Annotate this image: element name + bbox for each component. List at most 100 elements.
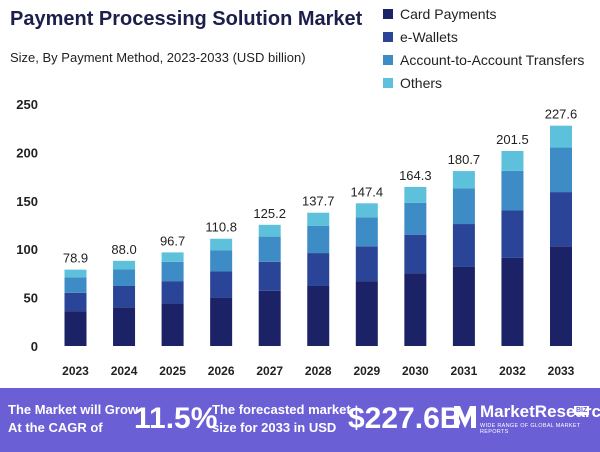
bar-segment bbox=[307, 225, 330, 254]
chart-title: Payment Processing Solution Market bbox=[10, 8, 363, 30]
bar-segment bbox=[452, 188, 475, 225]
bar-segment bbox=[307, 253, 330, 286]
chart-subtitle: Size, By Payment Method, 2023-2033 (USD … bbox=[10, 50, 306, 65]
x-tick-label: 2032 bbox=[499, 364, 526, 378]
brand-name: MarketResearch bbox=[480, 402, 600, 421]
bar-total-label: 88.0 bbox=[111, 242, 136, 257]
bar-total-label: 227.6 bbox=[545, 107, 578, 122]
bar-segment bbox=[161, 281, 184, 304]
x-tick-label: 2028 bbox=[305, 364, 332, 378]
bar-segment bbox=[550, 125, 572, 148]
bar-total-label: 180.7 bbox=[448, 152, 481, 167]
bar-segment bbox=[258, 290, 281, 346]
x-tick-label: 2027 bbox=[256, 364, 283, 378]
bar-segment bbox=[550, 147, 572, 193]
bar-segment bbox=[404, 234, 427, 274]
x-tick-label: 2023 bbox=[62, 364, 89, 378]
legend-label: Account-to-Account Transfers bbox=[400, 51, 585, 68]
bar-segment bbox=[258, 236, 281, 262]
bar-segment bbox=[161, 303, 184, 346]
bar-total-label: 125.2 bbox=[253, 206, 286, 221]
legend-swatch bbox=[383, 31, 393, 42]
bar-total-label: 164.3 bbox=[399, 168, 432, 183]
cagr-text-line2: At the CAGR of bbox=[8, 420, 103, 435]
bar-total-label: 147.4 bbox=[351, 184, 384, 199]
brand-tagline: WIDE RANGE OF GLOBAL MARKET REPORTS bbox=[480, 423, 581, 435]
chart-legend: Card Payments e-Wallets Account-to-Account… bbox=[383, 2, 584, 94]
bar-segment bbox=[258, 261, 281, 291]
bar-segment bbox=[501, 150, 524, 171]
bar-segment bbox=[452, 224, 475, 267]
x-tick-label: 2030 bbox=[402, 364, 429, 378]
cagr-value: 11.5% bbox=[134, 402, 218, 435]
legend-item: Account-to-Account Transfers bbox=[383, 48, 584, 71]
bar-segment bbox=[501, 210, 524, 258]
y-tick-label: 250 bbox=[16, 97, 38, 112]
legend-item: Card Payments bbox=[383, 2, 584, 25]
cagr-text-line1: The Market will Grow bbox=[8, 402, 139, 417]
bar-segment bbox=[355, 246, 378, 282]
y-tick-label: 200 bbox=[16, 145, 38, 160]
legend-label: e-Wallets bbox=[400, 28, 458, 45]
bar-segment bbox=[64, 269, 87, 278]
x-tick-label: 2031 bbox=[451, 364, 478, 378]
bar-segment bbox=[307, 285, 330, 346]
bar-total-label: 96.7 bbox=[160, 233, 185, 248]
bar-segment bbox=[210, 271, 233, 298]
bar-segment bbox=[258, 224, 281, 237]
bar-segment bbox=[501, 170, 524, 211]
legend-label: Others bbox=[400, 74, 443, 91]
footer-banner: The Market will Grow At the CAGR of 11.5… bbox=[0, 388, 600, 452]
forecast-value: $227.6B bbox=[348, 402, 462, 435]
x-tick-label: 2024 bbox=[111, 364, 138, 378]
x-tick-label: 2025 bbox=[159, 364, 186, 378]
bar-segment bbox=[161, 252, 184, 262]
legend-label: Card Payments bbox=[400, 5, 497, 22]
marketresearch-logo-icon bbox=[454, 406, 476, 428]
bar-total-label: 137.7 bbox=[302, 194, 335, 209]
legend-swatch bbox=[383, 54, 393, 65]
chart-plot: 0 50 100 150 200 250 78.9 2023 88.0 2024 96.7 2025 1… bbox=[16, 97, 578, 378]
bar-segment bbox=[210, 250, 233, 272]
bar-total-label: 201.5 bbox=[496, 132, 529, 147]
x-tick-label: 2033 bbox=[548, 364, 575, 378]
bar-segment bbox=[404, 202, 427, 235]
bar-segment bbox=[452, 266, 475, 346]
bar-segment bbox=[404, 186, 427, 203]
y-tick-label: 0 bbox=[31, 339, 38, 354]
legend-swatch bbox=[383, 8, 393, 19]
y-tick-label: 100 bbox=[16, 242, 38, 257]
chart: Payment Processing Solution Market Size,… bbox=[10, 2, 584, 379]
bar-segment bbox=[501, 257, 524, 346]
legend-swatch bbox=[383, 77, 393, 88]
forecast-text-line1: The forecasted market bbox=[212, 402, 351, 417]
bar-segment bbox=[210, 238, 233, 251]
bar-segment bbox=[64, 277, 87, 293]
bar-segment bbox=[550, 192, 572, 247]
legend-item: e-Wallets bbox=[383, 25, 584, 48]
bar-segment bbox=[113, 307, 136, 346]
bar-segment bbox=[550, 246, 572, 346]
bar-segment bbox=[64, 311, 87, 346]
bar-segment bbox=[113, 269, 136, 286]
bar-segment bbox=[355, 203, 378, 218]
x-tick-label: 2026 bbox=[208, 364, 235, 378]
legend-item: Others bbox=[383, 71, 584, 94]
forecast-text-line2: size for 2033 in USD bbox=[212, 420, 337, 435]
bar-segment bbox=[355, 217, 378, 247]
bar-segment bbox=[355, 281, 378, 346]
x-tick-label: 2029 bbox=[353, 364, 380, 378]
bar-segment bbox=[404, 273, 427, 346]
y-tick-label: 150 bbox=[16, 194, 38, 209]
bar-segment bbox=[113, 260, 136, 270]
y-tick-label: 50 bbox=[24, 291, 38, 306]
bar-segment bbox=[307, 212, 330, 226]
bar-segment bbox=[210, 297, 233, 346]
bar-segment bbox=[113, 285, 136, 308]
bar-total-label: 78.9 bbox=[63, 251, 88, 266]
brand-suffix: BIZ bbox=[574, 406, 590, 415]
bar-segment bbox=[64, 292, 87, 312]
bar-total-label: 110.8 bbox=[205, 220, 237, 235]
bar-segment bbox=[161, 261, 184, 282]
bar-segment bbox=[452, 171, 475, 189]
